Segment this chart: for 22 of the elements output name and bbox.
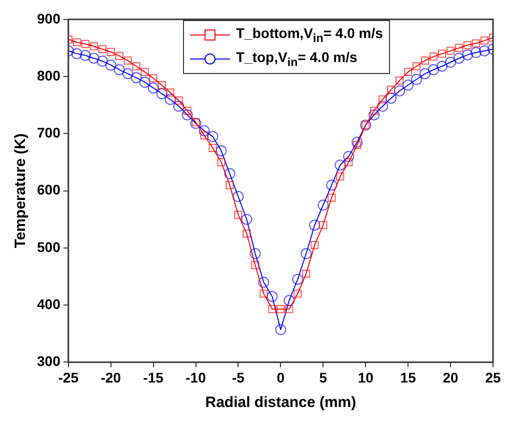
y-tick-label: 500: [37, 238, 61, 255]
x-tick-label: -5: [232, 369, 245, 386]
y-tick-label: 300: [37, 353, 61, 370]
x-tick-label: -15: [143, 369, 164, 386]
legend-label: T_bottom,V$_{in}$= 4.0 m/s: [236, 25, 383, 45]
y-axis-title: Temperature (K): [12, 133, 30, 248]
x-tick-label: 20: [442, 369, 459, 386]
y-tick-label: 400: [37, 296, 61, 312]
x-tick-label: -20: [100, 369, 122, 386]
x-tick-label: -25: [58, 369, 79, 386]
x-tick-label: 0: [276, 369, 285, 386]
x-tick-label: -10: [186, 369, 206, 386]
x-tick-label: 15: [400, 369, 416, 386]
x-tick-label: 10: [358, 369, 374, 386]
x-tick-label: 5: [319, 369, 328, 386]
y-tick-label: 900: [37, 10, 61, 26]
legend-label: T_top,V$_{in}$= 4.0 m/s: [236, 49, 358, 69]
y-tick-label: 600: [37, 182, 61, 198]
y-tick-label: 800: [37, 67, 61, 84]
x-tick-label: 25: [485, 369, 501, 386]
y-tick-label: 700: [37, 124, 61, 141]
x-axis-title: Radial distance (mm): [205, 394, 356, 412]
